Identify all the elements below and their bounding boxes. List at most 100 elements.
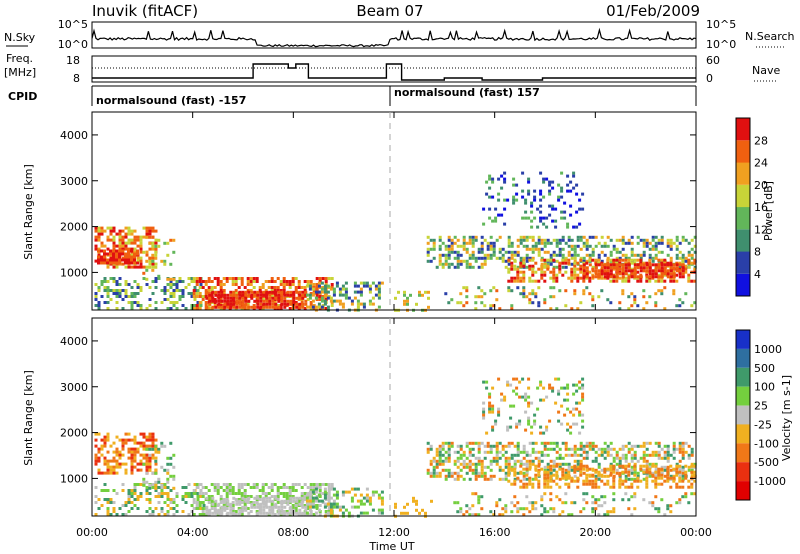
heatmap-cell <box>609 471 613 475</box>
heatmap-cell <box>525 265 529 269</box>
heatmap-cell <box>639 464 643 468</box>
heatmap-cell <box>204 492 208 495</box>
heatmap-cell <box>657 273 661 277</box>
heatmap-cell <box>615 266 619 270</box>
heatmap-cell <box>311 505 315 509</box>
heatmap-cell <box>106 501 110 504</box>
heatmap-cell <box>645 464 649 468</box>
heatmap-cell <box>549 498 553 502</box>
heatmap-cell <box>271 508 275 512</box>
heatmap-cell <box>219 289 223 292</box>
heatmap-cell <box>462 235 466 239</box>
heatmap-cell <box>497 377 501 381</box>
heatmap-cell <box>690 464 694 468</box>
heatmap-cell <box>222 504 226 507</box>
heatmap-cell <box>539 192 543 196</box>
heatmap-cell <box>543 465 547 469</box>
heatmap-cell <box>121 256 125 260</box>
heatmap-cell <box>546 238 550 242</box>
heatmap-cell <box>335 284 339 288</box>
heatmap-cell <box>317 493 321 497</box>
heatmap-cell <box>606 258 610 262</box>
y-tick-label: 4000 <box>60 335 88 348</box>
heatmap-cell <box>462 238 466 242</box>
heatmap-cell <box>453 501 457 505</box>
heatmap-cell <box>654 495 658 499</box>
heatmap-cell <box>142 477 146 481</box>
heatmap-cell <box>133 301 137 304</box>
heatmap-cell <box>612 479 616 483</box>
heatmap-cell <box>678 470 682 474</box>
heatmap-cell <box>482 416 486 420</box>
heatmap-cell <box>270 289 274 292</box>
heatmap-cell <box>485 386 489 390</box>
heatmap-cell <box>172 498 176 501</box>
velocity-data <box>94 377 697 518</box>
heatmap-cell <box>570 270 574 274</box>
heatmap-cell <box>115 265 119 269</box>
heatmap-cell <box>196 492 200 495</box>
heatmap-cell <box>606 474 610 478</box>
heatmap-cell <box>97 507 101 510</box>
heatmap-cell <box>669 259 673 263</box>
heatmap-cell <box>519 235 523 239</box>
heatmap-cell <box>501 447 505 451</box>
noise-sky-trace <box>91 27 697 48</box>
heatmap-cell <box>581 419 585 423</box>
heatmap-cell <box>552 295 556 299</box>
heatmap-cell <box>569 410 573 414</box>
heatmap-cell <box>468 441 472 445</box>
heatmap-cell <box>163 468 167 472</box>
heatmap-cell <box>301 505 305 509</box>
heatmap-cell <box>130 456 134 460</box>
heatmap-cell <box>380 490 384 494</box>
heatmap-cell <box>519 261 523 265</box>
heatmap-cell <box>687 456 691 460</box>
heatmap-cell <box>636 476 640 480</box>
freq-right-tick-bottom: 0 <box>706 72 713 85</box>
heatmap-cell <box>560 171 564 175</box>
heatmap-cell <box>127 283 131 286</box>
heatmap-cell <box>468 462 472 466</box>
heatmap-cell <box>591 447 595 451</box>
heatmap-cell <box>190 280 194 283</box>
heatmap-cell <box>181 498 185 501</box>
heatmap-cell <box>145 235 149 239</box>
heatmap-cell <box>327 295 331 298</box>
heatmap-cell <box>539 171 543 175</box>
heatmap-cell <box>243 495 247 498</box>
heatmap-cell <box>522 289 526 293</box>
heatmap-cell <box>573 264 577 268</box>
heatmap-cell <box>600 263 604 267</box>
heatmap-cell <box>566 174 570 178</box>
heatmap-cell <box>612 244 616 248</box>
heatmap-cell <box>693 473 697 477</box>
heatmap-cell <box>654 272 658 276</box>
heatmap-cell <box>151 247 155 251</box>
heatmap-cell <box>594 482 598 486</box>
heatmap-cell <box>606 269 610 273</box>
heatmap-cell <box>591 444 595 448</box>
heatmap-cell <box>444 459 448 463</box>
heatmap-cell <box>660 289 664 293</box>
heatmap-cell <box>213 483 217 486</box>
heatmap-cell <box>205 496 209 500</box>
heatmap-cell <box>543 507 547 511</box>
heatmap-cell <box>283 505 287 509</box>
heatmap-cell <box>621 447 625 451</box>
heatmap-cell <box>533 413 537 417</box>
heatmap-cell <box>693 267 697 271</box>
heatmap-cell <box>241 505 245 509</box>
heatmap-cell <box>591 265 595 269</box>
heatmap-cell <box>154 471 158 475</box>
heatmap-cell <box>232 302 236 306</box>
heatmap-cell <box>124 226 128 230</box>
heatmap-cell <box>415 508 418 512</box>
heatmap-cell <box>426 250 430 254</box>
heatmap-cell <box>103 459 107 463</box>
heatmap-cell <box>534 247 538 251</box>
heatmap-cell <box>483 474 487 478</box>
heatmap-cell <box>675 501 679 505</box>
heatmap-cell <box>522 276 526 280</box>
heatmap-cell <box>426 450 430 454</box>
